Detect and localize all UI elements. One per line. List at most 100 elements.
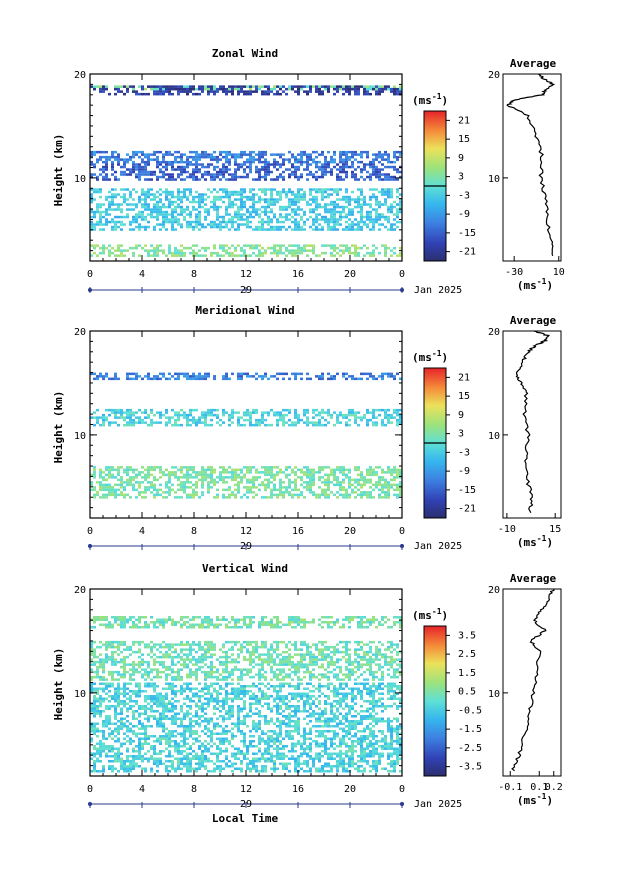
heatmap-cell <box>267 203 270 206</box>
heatmap-cell <box>306 653 309 656</box>
heatmap-cell <box>195 486 198 489</box>
heatmap-cell <box>321 244 324 247</box>
heatmap-cell <box>99 87 102 91</box>
heatmap-cell <box>387 205 390 209</box>
heatmap-cell <box>117 670 120 674</box>
heatmap-cell <box>156 163 159 166</box>
heatmap-cell <box>135 416 138 419</box>
heatmap-cell <box>198 623 201 626</box>
heatmap-cell <box>297 223 300 226</box>
heatmap-cell <box>192 655 195 659</box>
heatmap-cell <box>348 208 351 211</box>
heatmap-cell <box>192 496 195 499</box>
heatmap-cell <box>237 87 240 91</box>
heatmap-cell <box>105 408 108 412</box>
heatmap-cell <box>117 208 120 211</box>
heatmap-cell <box>288 640 291 644</box>
heatmap-cell <box>288 205 291 209</box>
heatmap-cell <box>339 411 342 414</box>
heatmap-cell <box>273 246 276 250</box>
heatmap-cell <box>303 663 306 666</box>
heatmap-cell <box>243 85 246 88</box>
heatmap-cell <box>168 416 171 419</box>
heatmap-cell <box>372 473 375 477</box>
heatmap-cell <box>225 220 228 224</box>
heatmap-cell <box>141 668 144 671</box>
heatmap-cell <box>156 375 159 378</box>
heatmap-cell <box>261 471 264 474</box>
heatmap-cell <box>276 421 279 424</box>
heatmap-cell <box>186 198 189 201</box>
heatmap-cell <box>231 668 234 671</box>
heatmap-cell <box>207 92 210 96</box>
heatmap-cell <box>162 158 165 161</box>
heatmap-cell <box>198 205 201 209</box>
heatmap-cell <box>333 254 336 257</box>
heatmap-cell <box>312 423 315 427</box>
heatmap-cell <box>174 155 177 159</box>
heatmap-cell <box>102 643 105 646</box>
heatmap-cell <box>390 372 393 376</box>
heatmap-cell <box>360 626 363 629</box>
heatmap-cell <box>219 168 222 171</box>
heatmap-cell <box>222 170 225 174</box>
heatmap-cell <box>354 616 357 619</box>
heatmap-cell <box>210 87 213 91</box>
heatmap-cell <box>228 660 231 664</box>
heatmap-cell <box>189 673 192 676</box>
heatmap-cell <box>213 225 216 229</box>
heatmap-cell <box>246 244 249 247</box>
heatmap-cell <box>267 660 270 664</box>
heatmap-cell <box>102 87 105 91</box>
heatmap-cell <box>360 203 363 206</box>
heatmap-cell <box>345 198 348 201</box>
heatmap-cell <box>159 488 162 492</box>
heatmap-cell <box>219 225 222 229</box>
heatmap-cell <box>174 220 177 224</box>
heatmap-cell <box>261 668 264 671</box>
heatmap-cell <box>207 673 210 676</box>
heatmap-cell <box>270 476 273 479</box>
heatmap-cell <box>288 251 291 255</box>
heatmap-cell <box>162 155 165 159</box>
heatmap-cell <box>117 618 120 621</box>
heatmap-cell <box>270 471 273 474</box>
heatmap-cell <box>243 493 246 497</box>
heatmap-cell <box>276 626 279 629</box>
heatmap-cell <box>147 173 150 176</box>
heatmap-cell <box>123 618 126 621</box>
heatmap-cell <box>99 496 102 499</box>
heatmap-cell <box>261 640 264 644</box>
heatmap-cell <box>105 418 108 422</box>
heatmap-cell <box>231 215 234 219</box>
heatmap-cell <box>339 175 342 179</box>
heatmap-cell <box>219 473 222 477</box>
heatmap-cell <box>114 375 117 378</box>
heatmap-cell <box>324 160 327 164</box>
heatmap-cell <box>348 618 351 621</box>
heatmap-cell <box>261 251 264 255</box>
heatmap-cell <box>195 473 198 477</box>
heatmap-cell <box>303 658 306 661</box>
heatmap-cell <box>90 193 93 196</box>
heatmap-cell <box>264 488 267 492</box>
heatmap-cell <box>384 85 387 88</box>
heatmap-cell <box>171 670 174 674</box>
heatmap-cell <box>132 673 135 676</box>
heatmap-cell <box>369 493 372 497</box>
heatmap-cell <box>153 483 156 487</box>
heatmap-cell <box>234 160 237 164</box>
heatmap-cell <box>360 473 363 477</box>
heatmap-cell <box>315 655 318 659</box>
heatmap-cell <box>321 195 324 199</box>
heatmap-cell <box>339 223 342 226</box>
heatmap-cell <box>360 168 363 171</box>
heatmap-cell <box>321 225 324 229</box>
heatmap-cell <box>126 648 129 651</box>
heatmap-cell <box>255 244 258 247</box>
heatmap-cell <box>384 190 387 194</box>
heatmap-cell <box>345 188 348 191</box>
heatmap-cell <box>153 621 156 624</box>
heatmap-cell <box>207 411 210 414</box>
heatmap-cell <box>390 658 393 661</box>
